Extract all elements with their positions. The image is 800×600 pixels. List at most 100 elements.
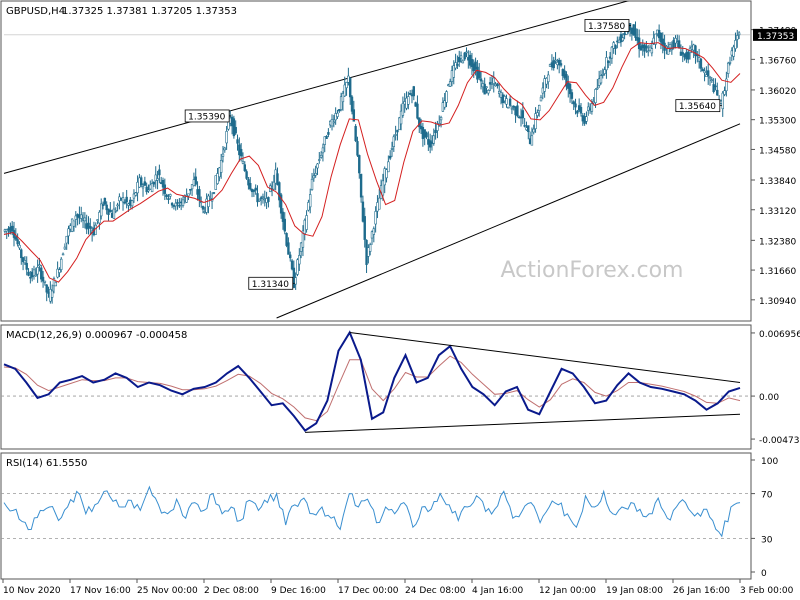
- time-axis: 10 Nov 2020 17 Nov 16:00 25 Nov 00:00 2 Dec…: [2, 579, 794, 596]
- candle-body: [83, 217, 87, 222]
- candle-body: [319, 154, 323, 158]
- candle-body: [150, 183, 154, 193]
- candle-body: [572, 101, 575, 105]
- candle-body: [147, 189, 150, 192]
- price-tick-label: 1.33840: [759, 177, 796, 187]
- candle-body: [325, 135, 328, 140]
- channel-upper-line: [3, 1, 630, 174]
- candle-body: [109, 209, 112, 212]
- candle-body: [456, 64, 459, 66]
- time-tick-label: 25 Nov 00:00: [137, 586, 198, 596]
- candle-body: [309, 194, 312, 208]
- candle-body: [496, 83, 499, 87]
- candle-body: [296, 259, 299, 275]
- candle-body: [737, 32, 741, 36]
- annotation-label: 1.31340: [252, 280, 289, 290]
- annotation-box: [184, 109, 230, 123]
- channel-lower-line: [276, 123, 741, 319]
- candle-body: [659, 33, 663, 43]
- candle-body: [18, 244, 21, 249]
- candle-body: [254, 187, 257, 191]
- candle-body: [38, 264, 41, 266]
- candle-body: [350, 96, 354, 112]
- candle-body: [321, 147, 325, 154]
- candle-body: [721, 92, 724, 110]
- candle-body: [607, 61, 610, 63]
- candle-body: [198, 189, 201, 201]
- candle-body: [40, 267, 43, 280]
- candle-body: [728, 62, 732, 64]
- macd-plot-area: [3, 330, 741, 433]
- candle-body: [123, 201, 127, 204]
- macd-trendline-lower: [305, 413, 741, 433]
- price-tick-label: 1.36760: [759, 56, 796, 66]
- candle-body: [661, 38, 664, 45]
- candle-body: [267, 197, 270, 202]
- candle-body: [32, 269, 36, 276]
- candle-body: [570, 92, 574, 99]
- candle-body: [552, 60, 555, 69]
- candle-body: [258, 198, 261, 202]
- candle-body: [483, 83, 486, 95]
- candle-body: [63, 246, 67, 250]
- candle-body: [706, 70, 710, 77]
- candlesticks: [3, 21, 741, 304]
- macd-trendline-upper: [349, 332, 741, 383]
- candle-body: [170, 203, 174, 206]
- candle-body: [508, 98, 512, 106]
- candle-body: [116, 204, 119, 207]
- candle-body: [532, 128, 535, 133]
- annotation-label: 1.37580: [588, 22, 625, 32]
- candle-body: [445, 91, 448, 103]
- candle-body: [378, 197, 381, 210]
- candle-body: [478, 70, 481, 79]
- candle-body: [236, 139, 239, 144]
- moving-average: [3, 42, 741, 283]
- candle-body: [579, 106, 583, 114]
- candle-body: [699, 58, 703, 69]
- candle-body: [221, 153, 225, 157]
- macd-tick-label: 0.00: [759, 393, 779, 403]
- candle-body: [114, 210, 117, 212]
- price-tick-label: 1.34580: [759, 146, 796, 156]
- candle-body: [670, 48, 674, 51]
- candle-body: [181, 199, 185, 206]
- candle-body: [80, 214, 83, 219]
- candle-body: [434, 130, 437, 134]
- candle-body: [314, 173, 317, 176]
- candle-body: [696, 54, 699, 57]
- candle-body: [614, 45, 617, 49]
- candle-body: [574, 103, 577, 108]
- time-tick-label: 4 Jan 16:00: [472, 586, 524, 596]
- candle-body: [361, 201, 365, 222]
- candle-body: [281, 211, 285, 222]
- candle-body: [645, 45, 648, 49]
- candle-body: [189, 188, 192, 191]
- macd-tick-label: 0.006956: [759, 330, 800, 340]
- candle-body: [158, 169, 161, 176]
- candle-body: [29, 276, 32, 279]
- candle-body: [367, 247, 370, 257]
- candle-body: [245, 171, 248, 179]
- candle-body: [14, 236, 18, 240]
- candle-body: [439, 117, 443, 121]
- watermark: ActionForex.com: [501, 258, 684, 283]
- current-price-box: [753, 28, 797, 41]
- candle-body: [339, 96, 343, 110]
- candle-body: [547, 74, 550, 83]
- candle-body: [428, 140, 432, 148]
- candle-body: [278, 182, 281, 201]
- candle-body: [287, 242, 290, 255]
- macd-line: [3, 330, 741, 432]
- candle-body: [603, 69, 606, 74]
- candle-body: [5, 229, 8, 232]
- rsi-tick-label: 30: [761, 535, 773, 545]
- candle-body: [596, 87, 599, 90]
- candle-body: [43, 280, 47, 283]
- time-tick-label: 19 Jan 08:00: [606, 586, 663, 596]
- candle-body: [16, 239, 19, 245]
- candle-body: [359, 173, 363, 198]
- rsi-title: RSI(14) 61.5550: [6, 458, 87, 469]
- candle-body: [341, 93, 345, 103]
- candle-body: [136, 181, 139, 194]
